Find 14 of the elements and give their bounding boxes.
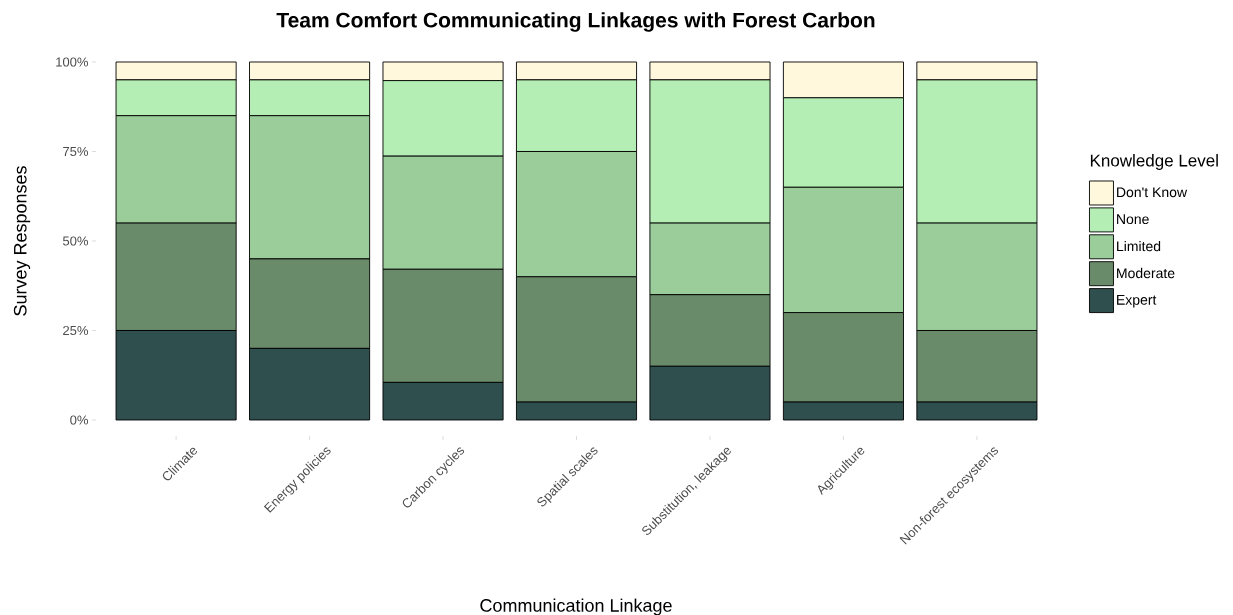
- y-tick-label: 0%: [70, 415, 89, 425]
- chart-title: Team Comfort Communicating Linkages with Forest Carbon: [276, 12, 875, 32]
- legend-label: Expert: [1117, 295, 1157, 308]
- y-tick-label: 100%: [56, 57, 89, 67]
- y-axis-title: Survey Responses: [13, 166, 31, 316]
- legend-label: Don't Know: [1117, 187, 1188, 198]
- legend-label: Limited: [1117, 240, 1161, 252]
- y-tick-label: 25%: [63, 325, 89, 336]
- legend-title: Knowledge Level: [1090, 154, 1218, 170]
- legend-label: None: [1117, 214, 1149, 225]
- y-tick-label: 75%: [63, 146, 89, 157]
- x-axis-title: Communication Linkage: [480, 598, 672, 615]
- legend-label: Moderate: [1117, 267, 1175, 279]
- y-tick-label: 50%: [62, 236, 89, 246]
